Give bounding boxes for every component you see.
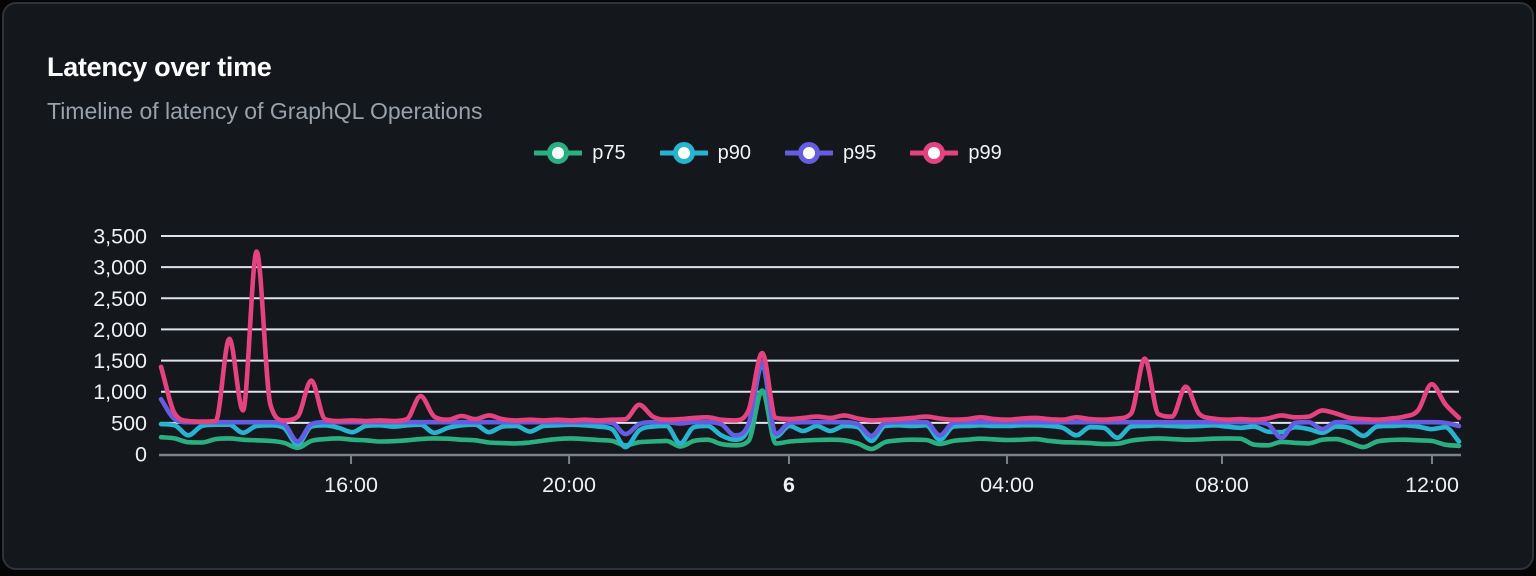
- x-axis-tick-label: 04:00: [980, 473, 1034, 497]
- y-axis-tick-label: 0: [135, 443, 147, 467]
- y-axis-tick-label: 3,500: [93, 225, 147, 249]
- y-axis-tick-label: 1,000: [93, 380, 147, 404]
- series-line-p99: [161, 252, 1459, 422]
- latency-line-chart[interactable]: 0 500 1,000 1,500 2,000 2,500 3,000 3,500 16:00 2…: [4, 4, 1536, 576]
- y-axis-tick-label: 3,000: [93, 256, 147, 280]
- y-axis-tick-label: 2,500: [93, 287, 147, 311]
- x-axis-tick-label: 12:00: [1405, 473, 1459, 497]
- x-axis-tick-label: 08:00: [1195, 473, 1249, 497]
- x-axis-tick-label: 6: [783, 473, 795, 497]
- y-axis-tick-label: 2,000: [93, 318, 147, 342]
- y-axis-tick-label: 500: [111, 411, 147, 435]
- x-axis-tick-label: 20:00: [542, 473, 596, 497]
- y-axis-tick-label: 1,500: [93, 349, 147, 373]
- x-axis-tick-label: 16:00: [324, 473, 378, 497]
- series-line-p90: [161, 364, 1459, 447]
